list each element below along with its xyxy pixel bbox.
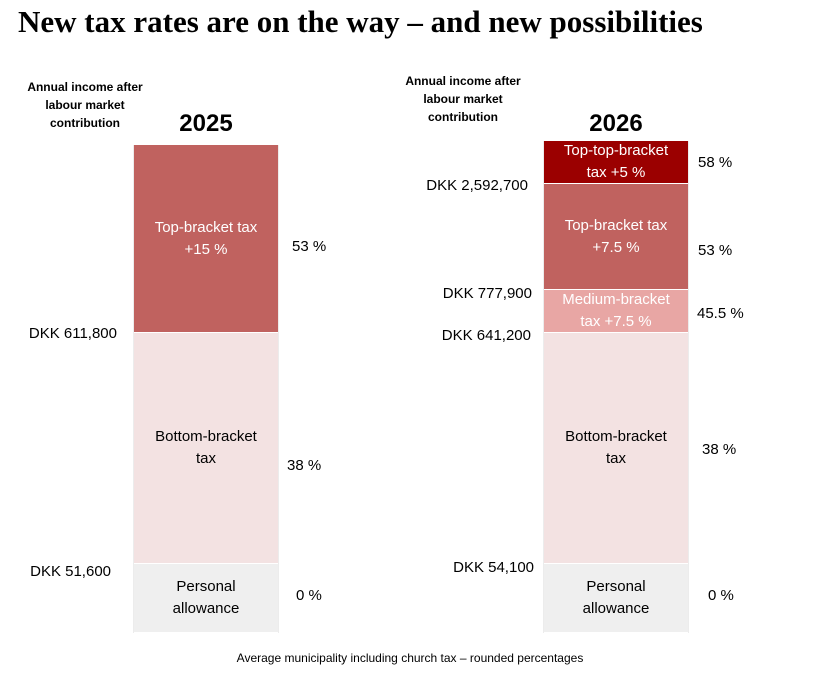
- segment-label: Medium-bracket tax +7.5 %: [562, 291, 670, 330]
- bar-segment: Top-bracket tax +15 %: [134, 145, 278, 333]
- rate-label: 58 %: [698, 154, 733, 171]
- rate-label: 45.5 %: [697, 305, 744, 322]
- stacked-bar-2026: Top-top-bracket tax +5 % Top-bracket tax …: [543, 141, 689, 633]
- threshold-label: DKK 611,800: [28, 325, 117, 342]
- bar-segment: Bottom-bracket tax: [544, 333, 688, 564]
- segment-label: Personal allowance: [582, 578, 650, 617]
- rate-label: 53 %: [698, 242, 733, 259]
- bar-segment: Top-top-bracket tax +5 %: [544, 141, 688, 184]
- rate-label: 38 %: [702, 441, 737, 458]
- stacked-bar-2025: Top-bracket tax +15 % Bottom-bracket tax P…: [133, 145, 279, 633]
- axis-label-2025: Annual income after labour market contri…: [27, 80, 143, 130]
- bar-segment: Top-bracket tax +7.5 %: [544, 184, 688, 290]
- threshold-label: DKK 54,100: [453, 559, 534, 576]
- bar-segment: Bottom-bracket tax: [134, 333, 278, 564]
- segment-label: Top-bracket tax +15 %: [154, 218, 258, 258]
- axis-label-2026: Annual income after labour market contri…: [405, 74, 521, 124]
- threshold-label: DKK 777,900: [442, 285, 532, 302]
- segment-label: Bottom-bracket tax: [155, 428, 257, 467]
- bar-segment: Personal allowance: [134, 564, 278, 633]
- bar-segment: Medium-bracket tax +7.5 %: [544, 290, 688, 333]
- rate-label: 38 %: [287, 457, 322, 474]
- segment-label: Bottom-bracket tax: [565, 428, 667, 467]
- footnote: Average municipality including church ta…: [236, 651, 584, 665]
- rate-label: 53 %: [292, 238, 327, 255]
- threshold-label: DKK 2,592,700: [426, 177, 528, 194]
- threshold-label: DKK 641,200: [441, 327, 531, 344]
- segment-label: Personal allowance: [172, 578, 240, 617]
- rate-label: 0 %: [708, 587, 734, 604]
- page-title: New tax rates are on the way – and new p…: [18, 4, 703, 39]
- year-label-2025: 2025: [179, 110, 233, 137]
- bar-segment: Personal allowance: [544, 564, 688, 633]
- year-label-2026: 2026: [589, 110, 643, 137]
- threshold-label: DKK 51,600: [30, 563, 111, 580]
- segment-label: Top-top-bracket tax +5 %: [563, 142, 669, 181]
- rate-label: 0 %: [296, 587, 322, 604]
- segment-label: Top-bracket tax +7.5 %: [564, 216, 668, 256]
